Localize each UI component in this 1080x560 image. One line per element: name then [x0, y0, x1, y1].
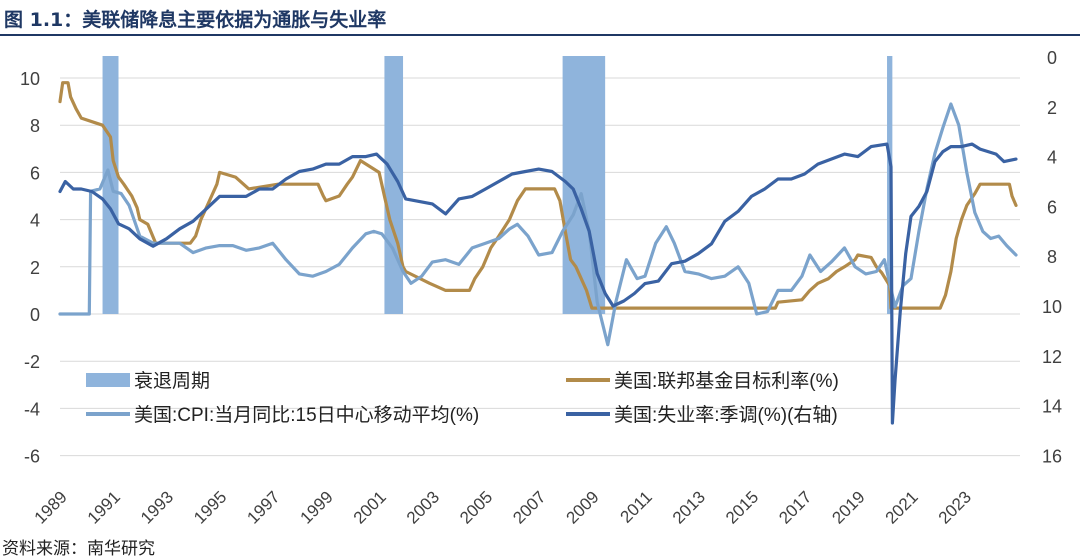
legend-label-unemployment: 美国:失业率:季调(%)(右轴) — [614, 404, 838, 426]
y-right-tick-label: 10 — [1042, 297, 1062, 317]
x-tick-label: 1999 — [297, 487, 337, 527]
x-tick-label: 2023 — [935, 487, 975, 527]
figure-title: 图 1.1：美联储降息主要依据为通胀与失业率 — [4, 9, 387, 31]
source-note: 资料来源：南华研究 — [2, 539, 155, 559]
x-tick-label: 1995 — [190, 487, 230, 527]
y-right-tick-label: 4 — [1047, 148, 1057, 168]
x-tick-label: 2015 — [722, 487, 762, 527]
x-tick-label: 2017 — [775, 487, 815, 527]
fed-funds-rate-line — [58, 81, 1018, 310]
y-left-tick-label: 8 — [30, 116, 40, 136]
recession-bands — [102, 56, 893, 314]
legend-swatch-recession — [86, 373, 130, 387]
x-tick-label: 2003 — [403, 487, 443, 527]
legend-label-fed_funds: 美国:联邦基金目标利率(%) — [614, 370, 839, 392]
y-left-tick-label: 10 — [20, 69, 40, 89]
y-right-tick-label: 0 — [1047, 48, 1057, 68]
cpi-yoy-line — [58, 102, 1018, 347]
x-tick-label: 1989 — [31, 487, 71, 527]
y-right-tick-label: 8 — [1047, 247, 1057, 267]
legend: 衰退周期 美国:联邦基金目标利率(%) 美国:CPI:当月同比:15日中心移动平均(… — [86, 370, 839, 426]
title-rule — [0, 34, 1080, 36]
x-tick-label: 2011 — [617, 487, 656, 526]
unemployment-rate-line — [58, 142, 1018, 425]
x-tick-label: 2019 — [828, 487, 868, 527]
legend-label-recession: 衰退周期 — [134, 370, 210, 392]
x-tick-label: 2005 — [456, 487, 496, 527]
header: 图 1.1：美联储降息主要依据为通胀与失业率 — [0, 0, 1080, 36]
x-tick-label: 2007 — [509, 487, 549, 527]
y-right-tick-label: 16 — [1042, 446, 1062, 466]
y-left-tick-label: 0 — [30, 305, 40, 325]
chart: 10 8 6 4 2 0 -2 -4 -6 0 2 4 6 8 10 12 14 16 1989 1991 1993 19… — [20, 48, 1062, 528]
series-lines — [58, 81, 1018, 425]
x-tick-label: 2009 — [563, 487, 603, 527]
x-tick-label: 1997 — [243, 487, 283, 527]
y-left-tick-label: 4 — [30, 211, 40, 231]
y-right-tick-label: 12 — [1042, 347, 1062, 367]
grid-layer — [60, 77, 1020, 457]
y-right-tick-label: 14 — [1042, 397, 1062, 417]
y-left-tick-label: 2 — [30, 258, 40, 278]
x-tick-label: 2001 — [350, 487, 390, 527]
y-left-tick-label: 6 — [30, 163, 40, 183]
x-tick-label: 2021 — [882, 487, 922, 527]
y-right-tick-label: 2 — [1047, 98, 1057, 118]
y-right-tick-label: 6 — [1047, 197, 1057, 217]
y-left-tick-label: -6 — [24, 447, 40, 467]
x-tick-label: 1991 — [84, 487, 124, 527]
x-tick-label: 1993 — [137, 487, 177, 527]
y-left-tick-label: -2 — [24, 352, 40, 372]
x-tick-label: 2013 — [669, 487, 709, 527]
legend-label-cpi: 美国:CPI:当月同比:15日中心移动平均(%) — [134, 404, 479, 426]
y-left-tick-label: -4 — [24, 399, 40, 419]
